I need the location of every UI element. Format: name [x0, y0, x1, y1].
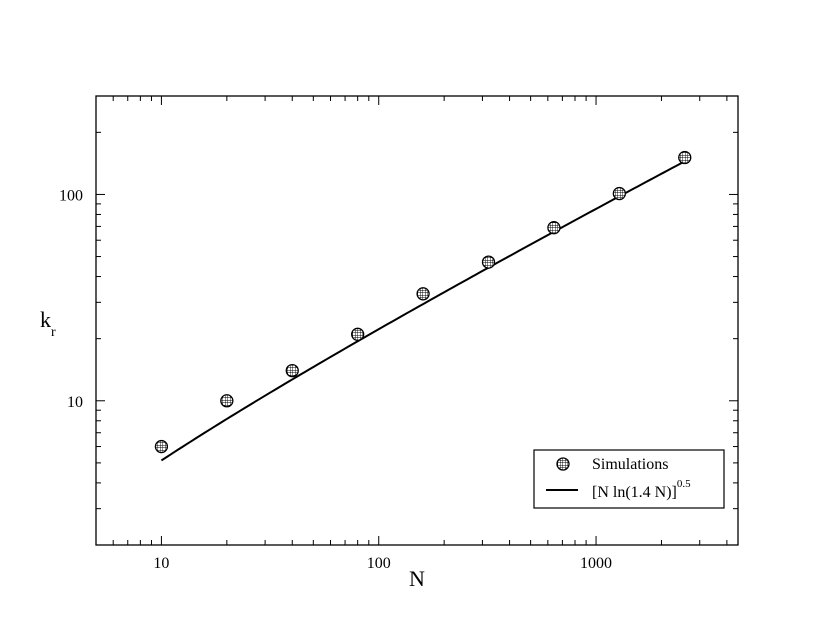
- legend-label-simulations: Simulations: [592, 456, 668, 473]
- simulation-point: [154, 439, 169, 454]
- simulation-point: [678, 150, 692, 165]
- legend: Simulations [N ln(1.4 N)]0.5: [533, 449, 725, 509]
- y-axis-title: kr: [40, 307, 56, 340]
- simulation-point: [612, 186, 626, 201]
- tick-labels: 10 100 1000 10 100: [59, 187, 612, 572]
- x-axis-title: N: [409, 566, 425, 591]
- simulation-point: [481, 255, 496, 269]
- y-axis-title-sub: r: [51, 325, 56, 340]
- y-tick-label: 100: [59, 187, 83, 204]
- simulation-point: [547, 221, 561, 235]
- legend-label-fit: [N ln(1.4 N)]0.5: [592, 478, 691, 501]
- axis-ticks: [95, 95, 738, 546]
- x-tick-label: 100: [367, 555, 391, 572]
- y-axis-title-main: k: [40, 307, 51, 332]
- legend-label-fit-sup: 0.5: [677, 478, 691, 490]
- simulation-point: [416, 287, 430, 301]
- simulation-point: [351, 327, 365, 341]
- simulation-point: [220, 394, 234, 408]
- fit-line: [160, 160, 686, 462]
- legend-label-fit-main: [N ln(1.4 N)]: [592, 484, 677, 501]
- y-tick-label: 10: [67, 394, 83, 411]
- simulation-point: [285, 363, 299, 378]
- fit-line-path: [160, 160, 686, 462]
- x-tick-label: 10: [153, 555, 169, 572]
- legend-marker-simulations: [556, 457, 570, 471]
- x-tick-label: 1000: [580, 555, 612, 572]
- simulation-points: [154, 150, 692, 454]
- plot-frame: [95, 95, 739, 546]
